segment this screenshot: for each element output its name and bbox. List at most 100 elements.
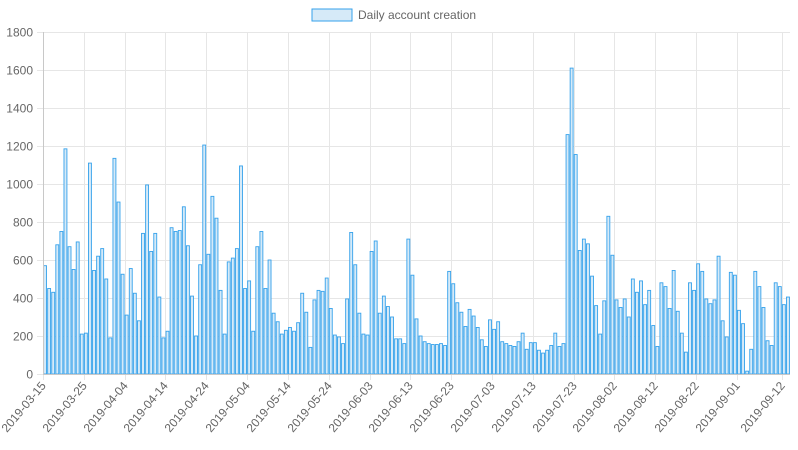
bar[interactable] — [614, 299, 619, 375]
bar[interactable] — [181, 206, 186, 375]
bar[interactable] — [418, 335, 423, 375]
bar[interactable] — [292, 330, 296, 375]
bar[interactable] — [594, 305, 599, 375]
bar[interactable] — [728, 271, 733, 375]
bar[interactable] — [635, 291, 639, 375]
bar[interactable] — [381, 295, 386, 375]
bar[interactable] — [528, 342, 533, 375]
bar[interactable] — [116, 201, 121, 375]
bar[interactable] — [508, 345, 513, 375]
bar[interactable] — [206, 253, 211, 375]
bar[interactable] — [610, 254, 615, 375]
bar[interactable] — [88, 162, 92, 375]
bar[interactable] — [590, 275, 594, 375]
bar[interactable] — [557, 346, 562, 375]
bar[interactable] — [120, 273, 125, 375]
bar[interactable] — [598, 333, 603, 375]
bar[interactable] — [581, 238, 586, 375]
bar[interactable] — [402, 343, 407, 375]
bar[interactable] — [341, 343, 345, 375]
bar[interactable] — [132, 292, 137, 375]
bar[interactable] — [741, 323, 745, 375]
bar[interactable] — [234, 248, 239, 375]
bar[interactable] — [185, 245, 190, 375]
bar[interactable] — [328, 308, 333, 375]
bar[interactable] — [561, 343, 566, 375]
bar[interactable] — [737, 309, 741, 375]
bar[interactable] — [430, 344, 435, 375]
bar[interactable] — [647, 289, 652, 375]
bar[interactable] — [79, 333, 84, 375]
bar[interactable] — [479, 339, 484, 375]
bar[interactable] — [128, 268, 133, 375]
bar[interactable] — [443, 345, 447, 375]
bar[interactable] — [565, 134, 570, 375]
bar[interactable] — [643, 304, 648, 375]
bar[interactable] — [386, 306, 390, 375]
bar[interactable] — [283, 329, 288, 375]
bar[interactable] — [492, 328, 496, 375]
bar[interactable] — [345, 298, 350, 375]
bar[interactable] — [488, 319, 492, 375]
bar[interactable] — [675, 310, 680, 375]
bar[interactable] — [622, 298, 627, 375]
bar[interactable] — [410, 274, 415, 375]
bar[interactable] — [467, 308, 472, 375]
bar[interactable] — [459, 311, 464, 375]
bar[interactable] — [230, 257, 235, 375]
bar[interactable] — [496, 321, 501, 375]
bar[interactable] — [259, 231, 264, 375]
bar[interactable] — [745, 370, 750, 375]
bar[interactable] — [239, 165, 243, 375]
bar[interactable] — [137, 320, 141, 375]
bar[interactable] — [545, 349, 550, 375]
bar[interactable] — [112, 157, 117, 375]
bar[interactable] — [434, 344, 439, 375]
bar[interactable] — [422, 341, 427, 375]
bar[interactable] — [483, 346, 488, 375]
bar[interactable] — [447, 270, 452, 375]
bar[interactable] — [190, 295, 194, 375]
bar[interactable] — [279, 333, 284, 375]
bar[interactable] — [324, 277, 329, 375]
bar[interactable] — [451, 283, 456, 375]
legend-swatch[interactable] — [311, 8, 353, 22]
bar[interactable] — [618, 307, 623, 375]
bar[interactable] — [777, 286, 782, 375]
bar[interactable] — [406, 238, 411, 375]
bar[interactable] — [704, 298, 709, 375]
bar[interactable] — [157, 296, 162, 375]
bar[interactable] — [75, 241, 80, 375]
bar[interactable] — [198, 264, 203, 375]
bar[interactable] — [304, 311, 309, 375]
bar[interactable] — [716, 255, 721, 375]
bar[interactable] — [630, 278, 635, 375]
bar[interactable] — [267, 259, 272, 375]
bar[interactable] — [47, 288, 52, 375]
bar[interactable] — [773, 282, 778, 375]
bar[interactable] — [365, 334, 370, 375]
bar[interactable] — [59, 231, 64, 375]
bar[interactable] — [475, 327, 480, 375]
bar[interactable] — [541, 352, 545, 375]
bar[interactable] — [296, 322, 301, 375]
bar[interactable] — [43, 265, 47, 375]
bar[interactable] — [414, 318, 419, 375]
bar[interactable] — [708, 303, 713, 375]
bar[interactable] — [67, 246, 72, 375]
legend[interactable]: Daily account creation — [311, 8, 476, 22]
bar[interactable] — [520, 332, 525, 375]
bar[interactable] — [516, 341, 521, 375]
bar[interactable] — [663, 286, 668, 375]
bar[interactable] — [349, 231, 354, 375]
bar[interactable] — [426, 343, 431, 375]
bar[interactable] — [173, 231, 178, 375]
bar[interactable] — [537, 349, 541, 375]
bar[interactable] — [337, 336, 341, 375]
bar[interactable] — [312, 299, 317, 375]
bar[interactable] — [316, 289, 321, 375]
bar[interactable] — [749, 348, 754, 375]
bar[interactable] — [753, 270, 758, 375]
bar[interactable] — [300, 292, 305, 375]
bar[interactable] — [55, 244, 60, 375]
